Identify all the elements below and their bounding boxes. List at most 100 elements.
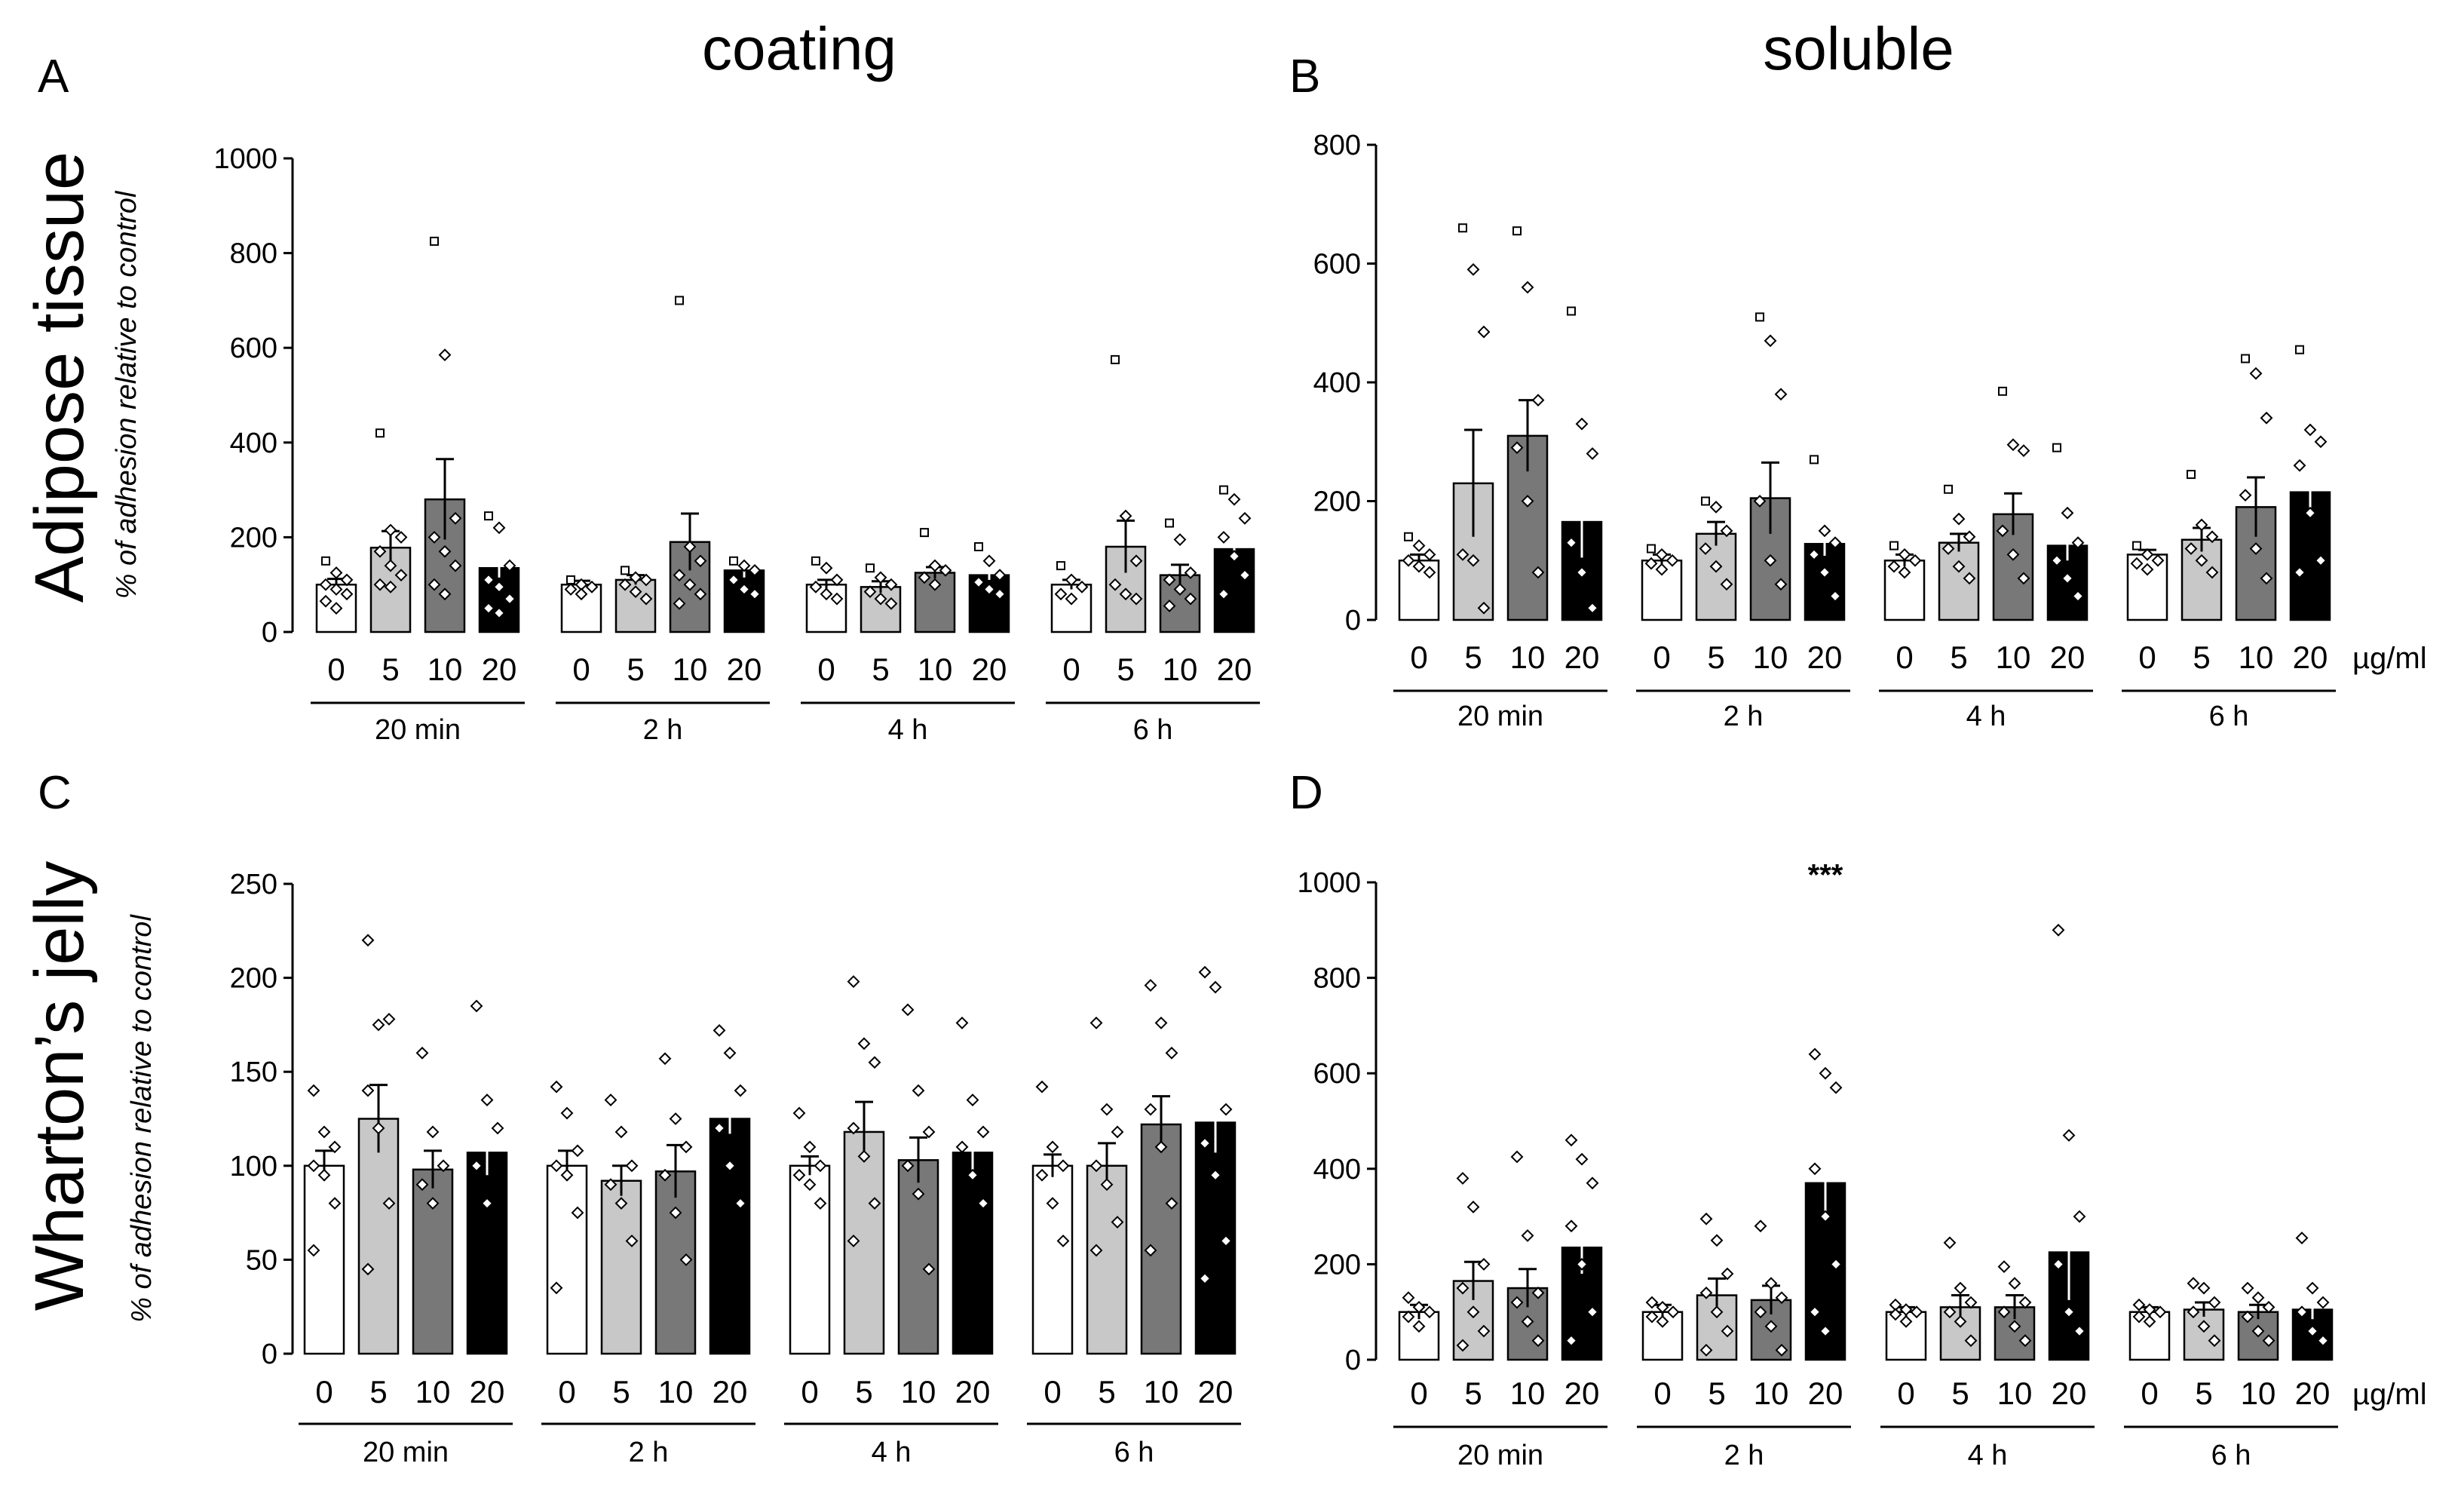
data-point	[1531, 1334, 1545, 1348]
data-point	[2052, 443, 2061, 452]
data-point	[1198, 1271, 1212, 1285]
data-point	[2061, 506, 2074, 520]
data-point	[1810, 455, 1819, 465]
data-point	[1889, 541, 1899, 551]
data-point	[2132, 541, 2141, 551]
data-point	[792, 1106, 806, 1120]
dose-label: 20	[2050, 640, 2086, 675]
data-point	[1575, 1152, 1589, 1166]
data-point	[1209, 980, 1222, 994]
y-tick-label: 0	[262, 617, 277, 649]
dose-label: 0	[2138, 640, 2156, 675]
data-point	[1647, 544, 1656, 554]
y-tick-label: 1000	[213, 143, 277, 175]
data-point	[2241, 1281, 2254, 1295]
data-point	[1404, 532, 1413, 541]
dose-label: 10	[1510, 640, 1546, 675]
data-point	[470, 999, 483, 1013]
data-point	[428, 578, 441, 591]
dose-label: 0	[1410, 1376, 1427, 1411]
data-point	[1154, 1140, 1168, 1154]
data-point	[868, 1197, 881, 1210]
data-point	[1219, 1235, 1233, 1247]
y-tick-label: 150	[230, 1057, 277, 1088]
data-point	[2303, 506, 2317, 520]
dose-label: 10	[1996, 640, 2031, 675]
y-tick-label: 600	[1313, 1058, 1361, 1090]
y-tick-label: 0	[1345, 605, 1361, 637]
data-point	[2260, 572, 2273, 585]
data-point	[1089, 1016, 1103, 1029]
data-point	[560, 1106, 574, 1120]
data-point	[373, 578, 387, 591]
group-label: 4 h	[872, 1437, 912, 1468]
data-point	[382, 1013, 396, 1026]
data-point	[1165, 1046, 1178, 1060]
dose-label: 10	[1163, 652, 1198, 687]
data-point	[809, 580, 823, 594]
data-point	[426, 1125, 440, 1139]
dose-label: 10	[918, 652, 953, 687]
data-point	[1056, 561, 1065, 571]
data-point	[1709, 560, 1723, 573]
data-point	[361, 1084, 375, 1097]
data-point	[2205, 566, 2219, 579]
y-tick-label: 200	[1313, 486, 1361, 518]
data-point	[1108, 578, 1122, 591]
data-point	[317, 1168, 331, 1182]
data-point	[492, 580, 506, 594]
data-point	[1889, 1308, 1902, 1321]
data-point	[2132, 1298, 2146, 1311]
data-point	[2293, 566, 2306, 579]
dose-label: 10	[901, 1374, 936, 1410]
dose-label: 20	[972, 652, 1007, 687]
data-point	[1466, 262, 1480, 276]
data-point	[1238, 511, 1252, 525]
data-point	[803, 1140, 817, 1154]
data-point	[492, 606, 506, 620]
data-point	[1423, 566, 1436, 579]
data-point	[1119, 509, 1132, 523]
data-point	[1710, 1305, 1724, 1319]
bar	[2183, 1308, 2225, 1361]
bar	[303, 1164, 345, 1355]
data-point	[1065, 573, 1078, 587]
data-point	[571, 1144, 584, 1158]
data-point	[319, 594, 333, 608]
data-point	[1645, 1310, 1659, 1324]
bar	[1086, 1164, 1128, 1355]
data-point	[1709, 500, 1723, 514]
data-point	[658, 1168, 672, 1182]
data-point	[560, 1168, 574, 1182]
data-point	[1198, 965, 1212, 979]
data-point	[2316, 1334, 2330, 1348]
data-point	[319, 578, 333, 591]
y-tick-label: 800	[230, 238, 277, 270]
data-point	[737, 559, 751, 572]
data-point	[1111, 354, 1120, 364]
data-point	[982, 554, 996, 568]
data-point	[1531, 566, 1545, 579]
data-point	[1586, 601, 1599, 615]
y-tick-label: 600	[230, 333, 277, 364]
data-point	[307, 1084, 320, 1097]
data-point	[1943, 1236, 1957, 1250]
data-point	[1710, 1234, 1724, 1247]
data-point	[1477, 1257, 1491, 1271]
data-point	[679, 1253, 693, 1266]
data-point	[340, 587, 354, 601]
data-point	[394, 530, 408, 544]
data-point	[2295, 1305, 2309, 1319]
data-point	[575, 587, 588, 601]
data-point	[2008, 1277, 2021, 1290]
data-point	[415, 1178, 429, 1192]
data-point	[1699, 1343, 1713, 1357]
data-point	[1173, 583, 1187, 596]
data-point	[966, 1094, 979, 1106]
data-point	[847, 975, 860, 988]
data-point	[1456, 548, 1470, 561]
data-point	[737, 583, 751, 596]
data-point	[1754, 1305, 1767, 1319]
y-tick-label: 600	[1313, 249, 1361, 281]
data-point	[1056, 1235, 1070, 1247]
